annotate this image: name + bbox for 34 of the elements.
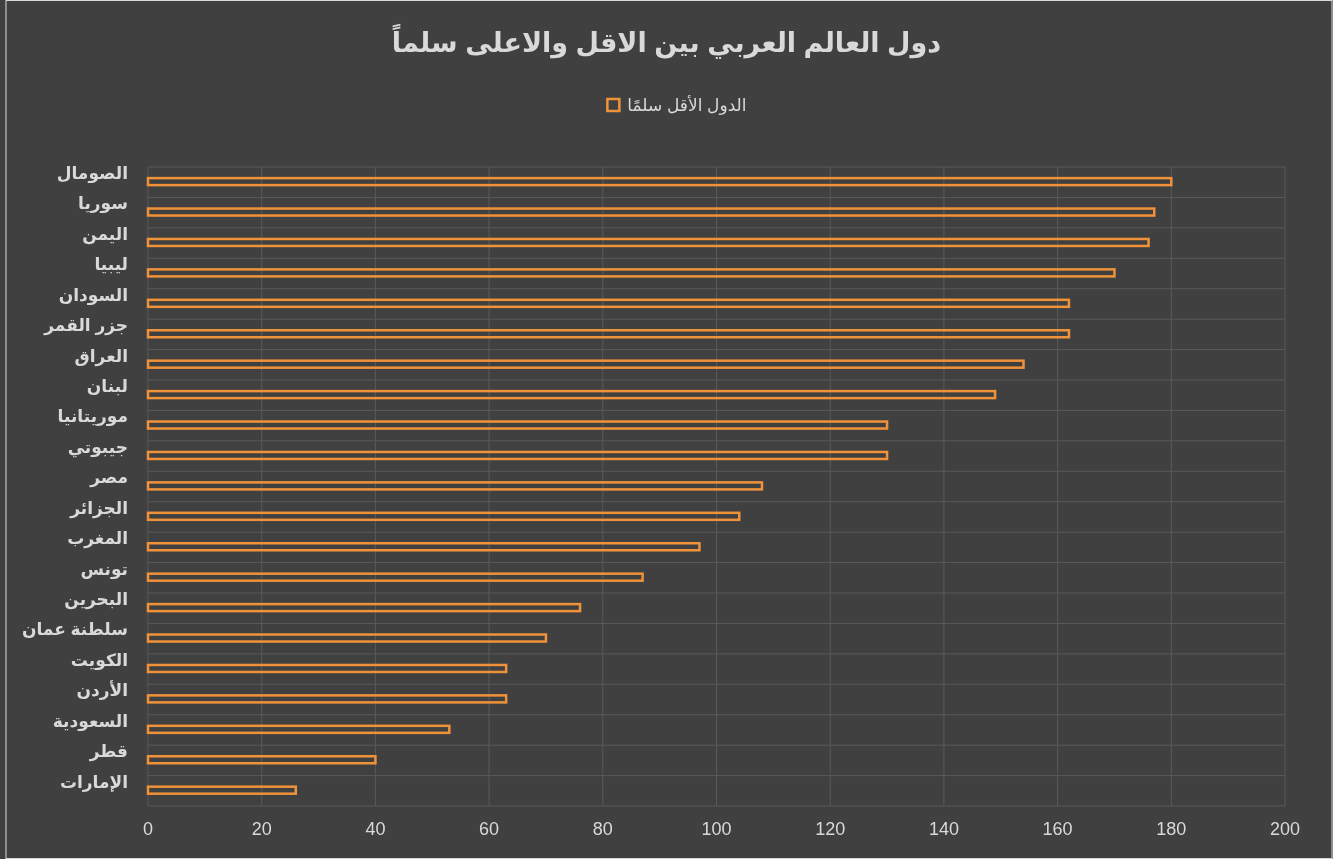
x-tick-label: 160 xyxy=(1042,819,1073,839)
y-tick-label: ليبيا xyxy=(94,255,128,275)
y-tick-label: جيبوتي xyxy=(67,437,128,458)
x-tick-label: 40 xyxy=(365,819,386,839)
x-tick-label: 180 xyxy=(1156,819,1187,839)
chart-title: دول العالم العربي بين الاقل والاعلى سلماً xyxy=(391,23,942,59)
y-tick-label: السودان xyxy=(58,285,128,306)
legend-label: الدول الأقل سلمًا xyxy=(627,95,747,115)
y-tick-label: مصر xyxy=(89,468,128,489)
y-tick-label: الإمارات xyxy=(59,772,128,792)
y-tick-label: الأردن xyxy=(76,680,128,701)
x-tick-label: 120 xyxy=(815,819,846,839)
x-tick-label: 80 xyxy=(592,819,613,839)
y-tick-label: المغرب xyxy=(67,529,128,550)
y-tick-label: موريتانيا xyxy=(57,407,128,428)
x-tick-label: 20 xyxy=(251,819,272,839)
x-tick-label: 140 xyxy=(928,819,959,839)
x-tick-label: 100 xyxy=(701,819,732,839)
y-tick-label: البحرين xyxy=(64,590,128,610)
y-tick-label: جزر القمر xyxy=(43,316,128,337)
y-tick-label: العراق xyxy=(74,346,128,367)
x-tick-label: 0 xyxy=(142,819,154,839)
y-tick-label: سلطنة عمان xyxy=(21,620,128,640)
y-tick-label: اليمن xyxy=(82,224,128,245)
x-tick-label: 60 xyxy=(479,819,500,839)
y-tick-label: سوريا xyxy=(78,194,128,215)
x-tick-label: 200 xyxy=(1269,819,1301,839)
y-tick-label: السعودية xyxy=(52,711,128,732)
y-tick-label: قطر xyxy=(88,742,128,763)
y-tick-label: الصومال xyxy=(56,164,128,184)
y-tick-label: تونس xyxy=(80,559,128,580)
y-tick-label: الكويت xyxy=(70,650,128,671)
y-tick-label: الجزائر xyxy=(69,498,128,519)
y-tick-label: لبنان xyxy=(86,377,128,396)
